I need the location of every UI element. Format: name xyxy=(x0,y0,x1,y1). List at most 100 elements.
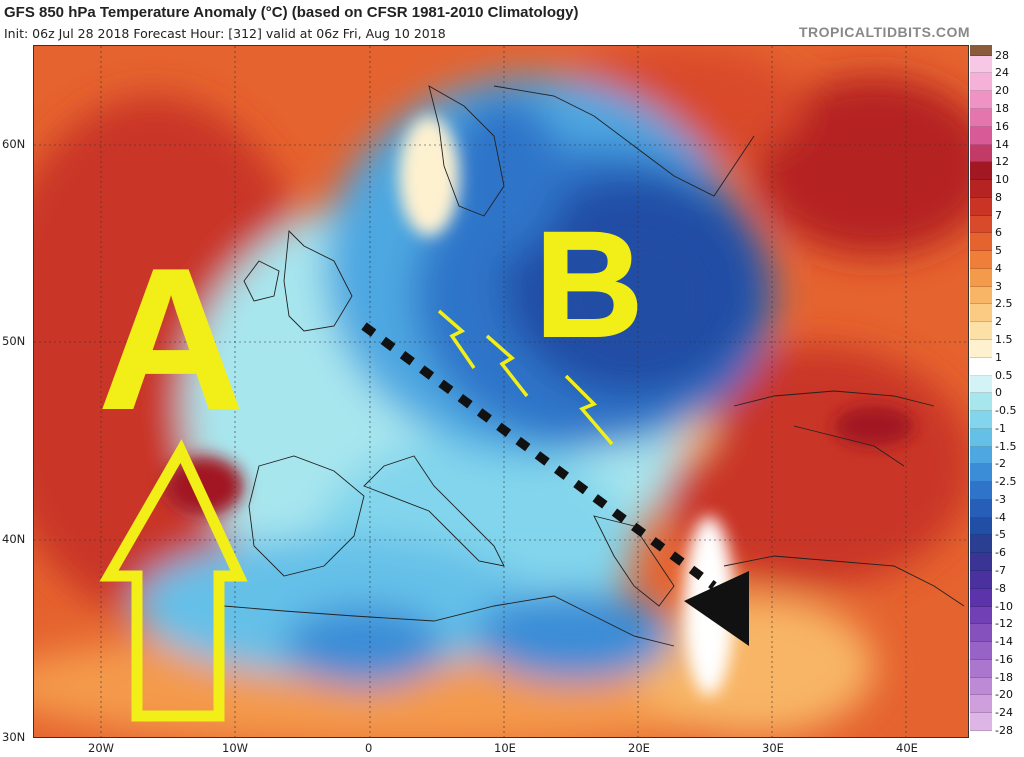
colorbar-swatch xyxy=(970,339,992,358)
colorbar-label: 24 xyxy=(995,66,1009,80)
colorbar-label: 2 xyxy=(995,315,1002,329)
lightning-icon xyxy=(564,374,614,446)
colorbar-label: -2 xyxy=(995,457,1006,471)
colorbar-swatch xyxy=(970,464,992,483)
lon-label-40e: 40E xyxy=(896,741,918,755)
colorbar-swatch xyxy=(970,55,992,74)
colorbar-swatch xyxy=(970,375,992,394)
lon-label-10e: 10E xyxy=(494,741,516,755)
colorbar-label: 7 xyxy=(995,208,1002,222)
lon-label-0: 0 xyxy=(365,741,373,755)
colorbar-label: 8 xyxy=(995,190,1002,204)
lon-label-10w: 10W xyxy=(222,741,249,755)
colorbar-label: 1.5 xyxy=(995,332,1013,346)
colorbar-label: -5 xyxy=(995,528,1006,542)
colorbar-swatch xyxy=(970,446,992,465)
lon-label-30e: 30E xyxy=(762,741,784,755)
colorbar-swatch xyxy=(970,91,992,109)
colorbar-swatch xyxy=(970,393,992,412)
colorbar-label: 18 xyxy=(995,101,1009,115)
colorbar-label: -3 xyxy=(995,492,1006,506)
high-pressure-label: A xyxy=(99,228,243,451)
colorbar-swatch xyxy=(970,286,992,305)
colorbar-swatch xyxy=(970,499,992,518)
colorbar-swatch xyxy=(970,535,992,554)
colorbar-swatch xyxy=(970,570,992,589)
forecast-info: Init: 06z Jul 28 2018 Forecast Hour: [31… xyxy=(4,26,446,41)
colorbar-label: 10 xyxy=(995,173,1009,187)
colorbar-label: -7 xyxy=(995,563,1006,577)
lon-label-20w: 20W xyxy=(88,741,115,755)
colorbar-swatch xyxy=(970,304,992,323)
colorbar-swatch xyxy=(970,233,992,252)
graticule xyxy=(34,46,968,737)
colorbar-label: -10 xyxy=(995,599,1013,613)
lat-label-40n: 40N xyxy=(2,532,26,546)
colorbar-label: 1 xyxy=(995,350,1002,364)
colorbar-label: 3 xyxy=(995,279,1002,293)
lightning-icon xyxy=(437,309,476,369)
map-title: GFS 850 hPa Temperature Anomaly (°C) (ba… xyxy=(4,4,579,21)
colorbar-swatch xyxy=(970,73,992,92)
lat-label-50n: 50N xyxy=(2,334,26,348)
colorbar-swatch xyxy=(970,322,992,340)
low-pressure-label: B xyxy=(535,200,643,368)
colorbar-label: 4 xyxy=(995,261,1002,275)
anomaly-map: A B xyxy=(33,45,969,738)
colorbar-label: 14 xyxy=(995,137,1009,151)
colorbar-label: -18 xyxy=(995,670,1013,684)
colorbar-swatch xyxy=(970,144,992,163)
colorbar-label: 16 xyxy=(995,119,1009,133)
colorbar-swatch xyxy=(970,642,992,660)
colorbar-swatch xyxy=(970,517,992,536)
colorbar-label: -28 xyxy=(995,723,1013,737)
colorbar-swatch xyxy=(970,624,992,643)
lightning-icons xyxy=(437,309,614,446)
colorbar-swatch xyxy=(970,411,992,429)
colorbar-label: -12 xyxy=(995,617,1013,631)
colorbar-label: 2.5 xyxy=(995,297,1013,311)
colorbar-label: 0.5 xyxy=(995,368,1013,382)
colorbar-swatch xyxy=(970,126,992,145)
colorbar-label: -16 xyxy=(995,652,1013,666)
colorbar-swatch xyxy=(970,553,992,571)
colorbar-swatch xyxy=(970,251,992,269)
colorbar-swatch xyxy=(970,162,992,181)
colorbar-swatch xyxy=(970,108,992,127)
colorbar-swatch xyxy=(970,677,992,696)
coastlines xyxy=(223,85,965,647)
colorbar-label: -4 xyxy=(995,510,1006,524)
colorbar-swatch xyxy=(970,695,992,714)
colorbar-swatch xyxy=(970,215,992,234)
colorbar-label: -14 xyxy=(995,635,1013,649)
trough-line xyxy=(361,322,717,590)
colorbar-swatch xyxy=(970,482,992,500)
colorbar-label: 12 xyxy=(995,155,1009,169)
colorbar-swatch xyxy=(970,268,992,287)
up-arrow-icon xyxy=(99,439,248,722)
colorbar-swatch xyxy=(970,713,992,731)
trough-arrowhead xyxy=(684,571,749,646)
colorbar-label: 0 xyxy=(995,386,1002,400)
lat-label-30n: 30N xyxy=(2,730,26,744)
colorbar-swatch xyxy=(970,606,992,625)
colorbar-cap xyxy=(970,45,992,56)
colorbar-label: 6 xyxy=(995,226,1002,240)
colorbar xyxy=(970,45,992,738)
colorbar-label: -20 xyxy=(995,688,1013,702)
lightning-icon xyxy=(485,334,529,398)
lon-label-20e: 20E xyxy=(628,741,650,755)
colorbar-label: -1 xyxy=(995,421,1006,435)
colorbar-swatch xyxy=(970,180,992,198)
lat-label-60n: 60N xyxy=(2,137,26,151)
colorbar-label: 5 xyxy=(995,244,1002,258)
colorbar-swatch xyxy=(970,197,992,216)
colorbar-label: -0.5 xyxy=(995,404,1017,418)
colorbar-label: -1.5 xyxy=(995,439,1017,453)
colorbar-label: -6 xyxy=(995,546,1006,560)
colorbar-swatch xyxy=(970,357,992,376)
colorbar-label: -8 xyxy=(995,581,1006,595)
colorbar-label: -2.5 xyxy=(995,475,1017,489)
colorbar-label: 20 xyxy=(995,84,1009,98)
colorbar-label: 28 xyxy=(995,48,1009,62)
